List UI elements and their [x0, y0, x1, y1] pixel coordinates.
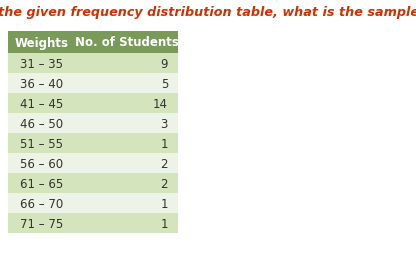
Text: 56 – 60: 56 – 60 — [20, 157, 64, 170]
Text: No. of Students: No. of Students — [75, 36, 179, 49]
Text: 66 – 70: 66 – 70 — [20, 197, 64, 210]
Text: 1: 1 — [161, 197, 168, 210]
Text: 5: 5 — [161, 77, 168, 90]
Bar — [8, 213, 178, 233]
Text: 1: 1 — [161, 217, 168, 230]
Bar — [8, 74, 178, 94]
Bar — [8, 153, 178, 173]
Text: From the given frequency distribution table, what is the sample size?: From the given frequency distribution ta… — [0, 6, 416, 19]
Bar — [8, 114, 178, 133]
Text: 31 – 35: 31 – 35 — [20, 57, 64, 70]
Bar — [8, 54, 178, 74]
Text: 1: 1 — [161, 137, 168, 150]
Text: 2: 2 — [161, 157, 168, 170]
Text: 61 – 65: 61 – 65 — [20, 177, 64, 190]
Text: 41 – 45: 41 – 45 — [20, 97, 64, 110]
Text: 2: 2 — [161, 177, 168, 190]
Bar — [8, 173, 178, 193]
Bar — [8, 94, 178, 114]
Text: 3: 3 — [161, 117, 168, 130]
Text: Weights: Weights — [15, 36, 69, 49]
Bar — [8, 193, 178, 213]
Text: 14: 14 — [153, 97, 168, 110]
Text: 51 – 55: 51 – 55 — [20, 137, 64, 150]
Text: 46 – 50: 46 – 50 — [20, 117, 64, 130]
Text: 9: 9 — [161, 57, 168, 70]
Text: 71 – 75: 71 – 75 — [20, 217, 64, 230]
Bar — [8, 32, 178, 54]
Text: 36 – 40: 36 – 40 — [20, 77, 64, 90]
Bar — [8, 133, 178, 153]
